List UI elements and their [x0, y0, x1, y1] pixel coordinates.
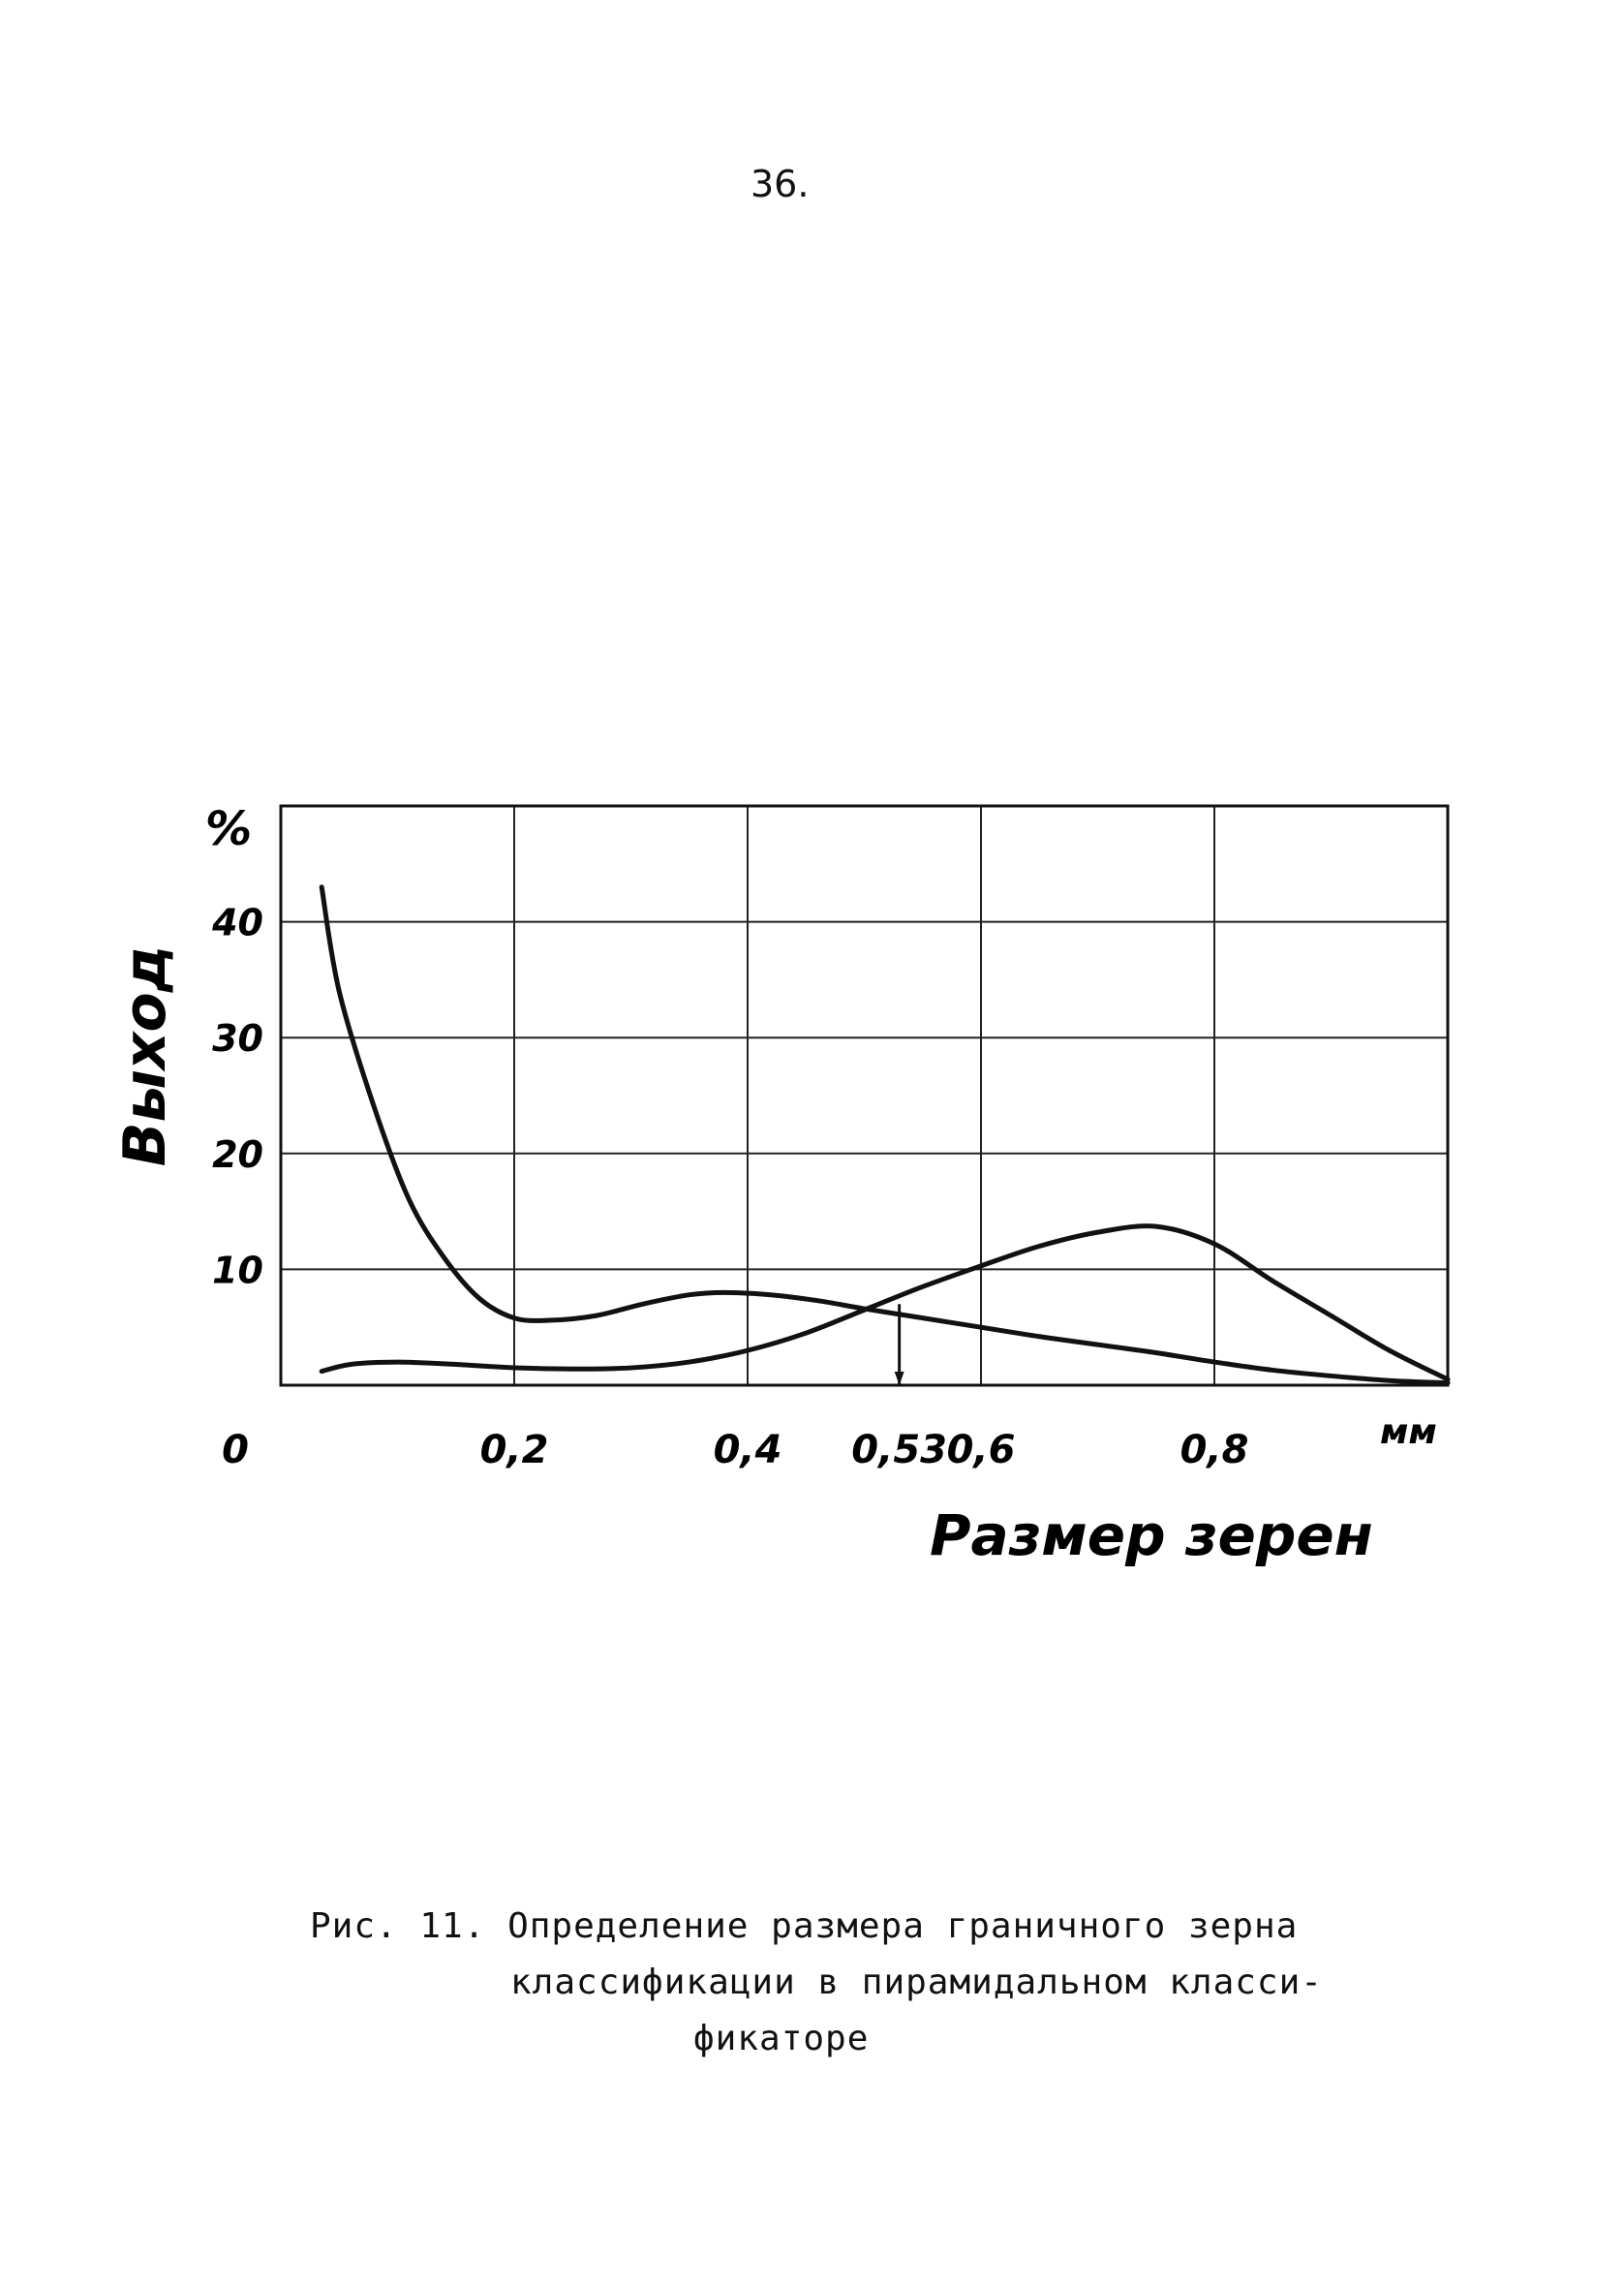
chart-frame	[279, 804, 1450, 1387]
tick-layer: 0 0,2 0,4 0,53 0,6 0,8 10 20 30 40	[211, 902, 1248, 1472]
series-layer	[319, 884, 1451, 1386]
y-axis-label: Выход	[111, 945, 179, 1166]
x-axis-label: Размер зерен	[930, 1502, 1373, 1568]
figure-caption: Рис. 11. Определение размера граничного …	[310, 1899, 1323, 2067]
x-tick-label: 0,2	[480, 1428, 549, 1472]
y-tick-label: 20	[212, 1133, 263, 1176]
caption-line-1: Рис. 11. Определение размера граничного …	[310, 1906, 1299, 1946]
series-line-2	[319, 1223, 1451, 1382]
marker-layer	[894, 1304, 904, 1385]
y-tick-label: 40	[211, 902, 263, 944]
page-number: 36.	[751, 163, 810, 205]
intersection-marker-arrow	[894, 1372, 904, 1385]
series-line-1	[319, 884, 1451, 1386]
caption-line-2: классификации в пирамидальном класси-	[510, 1963, 1323, 2002]
caption-line-3: фикаторе	[693, 2019, 870, 2058]
x-tick-label: 0,4	[714, 1428, 782, 1472]
x-tick-label: 0,53	[851, 1428, 947, 1472]
x-tick-label: 0,8	[1180, 1428, 1249, 1472]
y-unit-label: %	[205, 802, 252, 856]
x-tick-label: 0	[222, 1428, 249, 1472]
y-tick-label: 30	[212, 1017, 263, 1060]
chart-grid	[281, 806, 1448, 1385]
chart: 0 0,2 0,4 0,53 0,6 0,8 10 20 30 40 % Выход мм Раз…	[111, 802, 1451, 1568]
x-tick-label: 0,6	[947, 1428, 1016, 1472]
x-unit-label: мм	[1380, 1412, 1437, 1452]
y-tick-label: 10	[212, 1249, 263, 1291]
